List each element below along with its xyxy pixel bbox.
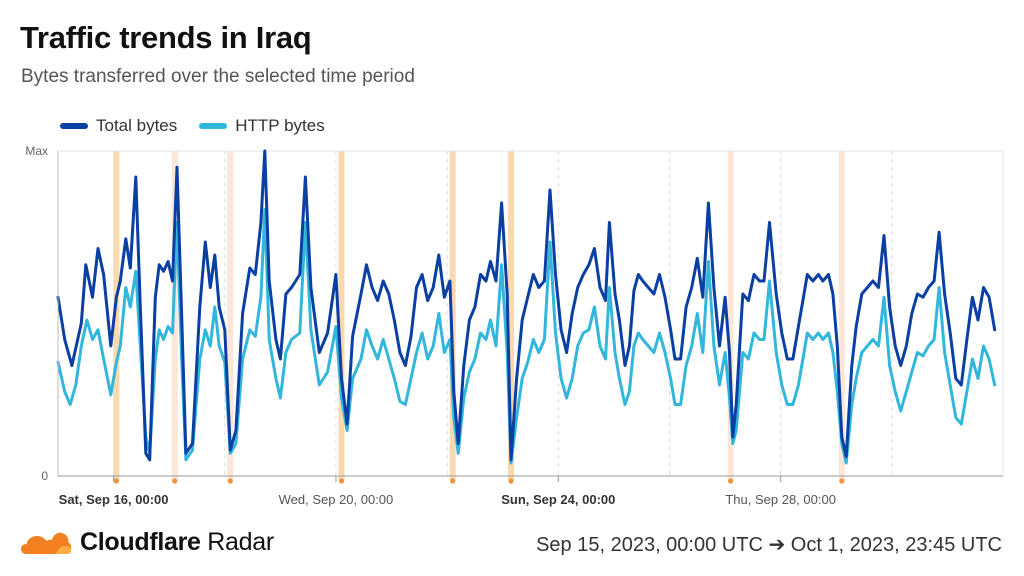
x-tick-label: Sun, Sep 24, 00:00	[501, 492, 615, 507]
annotation-band	[508, 151, 515, 480]
axes: Max 0 Sat, Sep 16, 00:00 Wed, Sep 20, 00:00…	[25, 144, 1003, 507]
brand-product: Radar	[207, 528, 274, 556]
annotation-band	[113, 151, 120, 480]
y-tick-label: Max	[25, 144, 48, 158]
annotation-dot	[450, 478, 456, 484]
legend-item-total-bytes[interactable]: Total bytes	[60, 116, 177, 136]
annotation-band	[727, 151, 734, 480]
y-tick-label: 0	[41, 469, 48, 483]
annotation-bands	[113, 151, 845, 480]
x-tick-label: Sat, Sep 16, 00:00	[59, 492, 169, 507]
x-tick-label: Wed, Sep 20, 00:00	[279, 492, 394, 507]
x-tick-label: Thu, Sep 28, 00:00	[725, 492, 836, 507]
annotation-dot	[728, 478, 734, 484]
cloudflare-cloud-icon	[21, 532, 72, 554]
legend-swatch-http	[199, 123, 228, 129]
annotation-band	[338, 151, 345, 480]
legend: Total bytes HTTP bytes	[60, 116, 347, 136]
annotation-band	[171, 151, 178, 480]
annotation-dot	[508, 478, 514, 484]
annotation-dot	[839, 478, 845, 484]
annotation-dot	[338, 478, 345, 484]
brand-logo: Cloudflare Radar	[20, 528, 274, 557]
annotation-dots	[113, 478, 845, 484]
series-lines	[56, 149, 997, 465]
legend-label-http: HTTP bytes	[235, 116, 325, 135]
annotation-dot	[113, 478, 119, 484]
series-line-total-bytes	[56, 149, 997, 462]
date-range: Sep 15, 2023, 00:00 UTC ➔ Oct 1, 2023, 2…	[536, 534, 1002, 556]
series-line-http-bytes	[56, 208, 997, 465]
legend-swatch-total	[60, 123, 88, 129]
annotation-band	[838, 151, 845, 480]
legend-label-total: Total bytes	[96, 116, 178, 135]
annotation-dot	[227, 478, 233, 484]
legend-item-http-bytes[interactable]: HTTP bytes	[199, 116, 325, 136]
annotation-band	[227, 151, 234, 480]
brand-name: Cloudflare	[80, 528, 201, 556]
chart-subtitle: Bytes transferred over the selected time…	[21, 66, 415, 87]
traffic-chart[interactable]: Max 0 Sat, Sep 16, 00:00 Wed, Sep 20, 00:00…	[0, 140, 1024, 520]
annotation-dot	[172, 478, 178, 484]
chart-title: Traffic trends in Iraq	[20, 20, 312, 55]
annotation-band	[449, 151, 456, 480]
